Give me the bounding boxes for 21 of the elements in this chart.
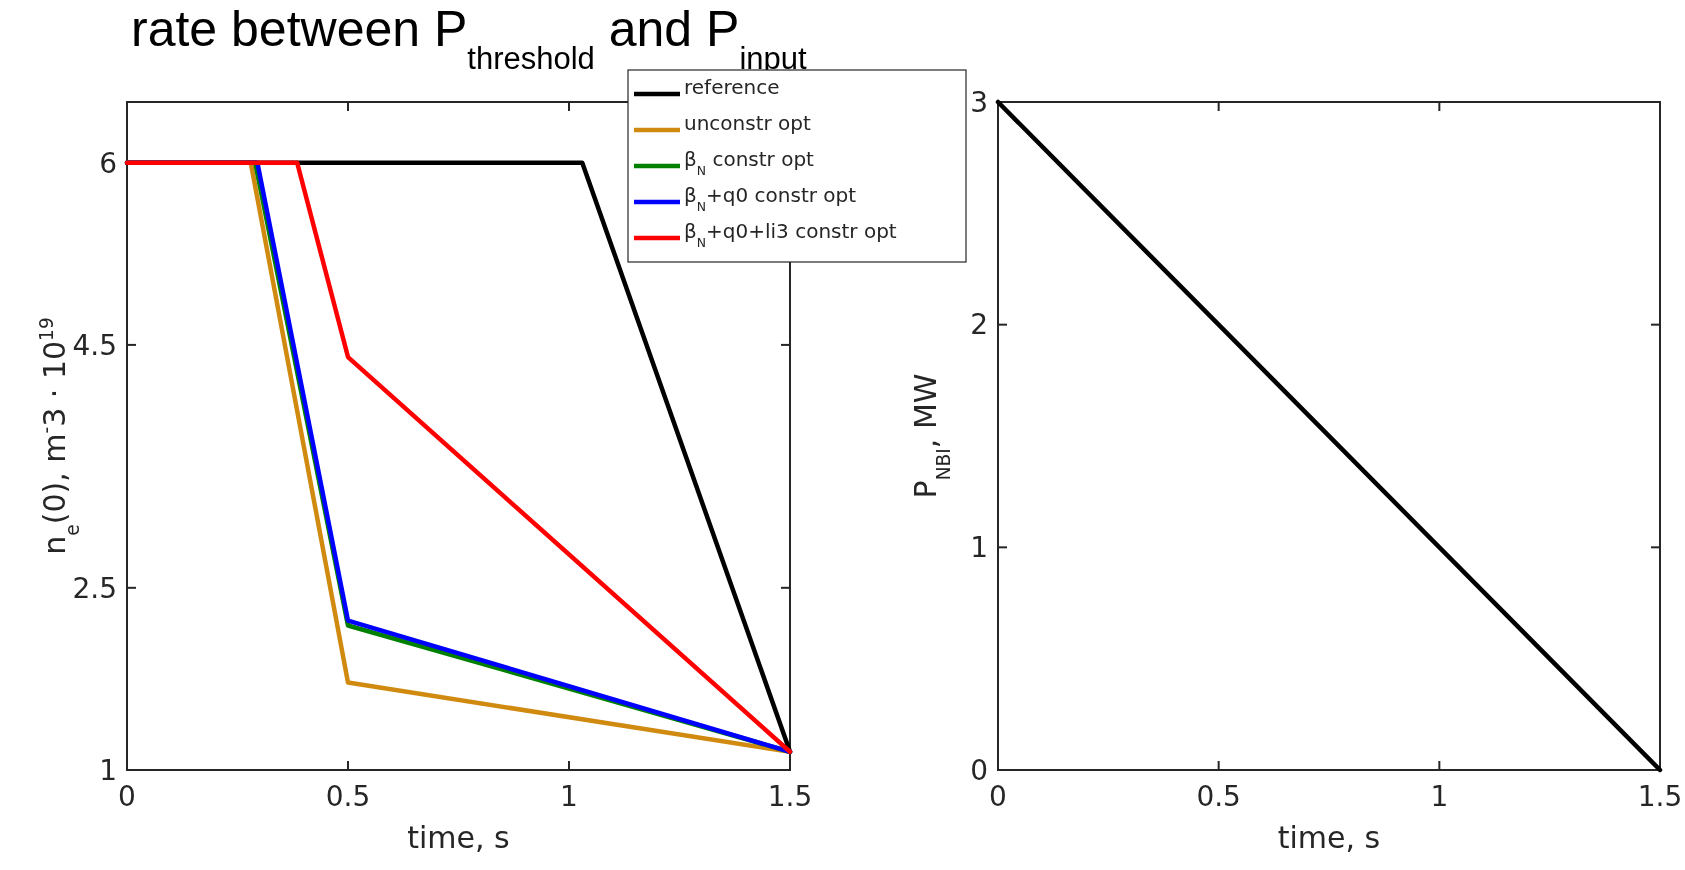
y-tick-label: 1 — [99, 753, 117, 787]
y-tick-label: 6 — [99, 146, 117, 180]
chart-title: rate between P$_{threshold}$ and P$_{input}$ — [131, 1, 808, 76]
legend-label: β$_{N}$+q0 constr opt — [684, 183, 857, 214]
x-tick-label: 1 — [560, 780, 578, 813]
x-axis-title: time, s — [1277, 820, 1381, 855]
legend-label: β$_{N}$ constr opt — [684, 147, 815, 178]
y-tick-label: 1 — [970, 531, 988, 565]
legend-label: unconstr opt — [684, 111, 812, 135]
x-tick-label: 0.5 — [325, 780, 371, 813]
y-tick-label: 3 — [970, 85, 988, 119]
x-tick-label: 1 — [1430, 780, 1449, 813]
y-tick-label: 2 — [970, 308, 988, 342]
x-axis-title: time, s — [407, 820, 510, 855]
x-tick-label: 1.5 — [1637, 780, 1683, 813]
x-tick-label: 1.5 — [767, 780, 813, 813]
legend-label: reference — [684, 75, 780, 99]
y-tick-label: 0 — [970, 753, 988, 787]
x-tick-label: 0.5 — [1196, 780, 1241, 813]
y-tick-label: 2.5 — [72, 571, 117, 605]
legend-label: β$_{N}$+q0+li3 constr opt — [684, 219, 897, 250]
